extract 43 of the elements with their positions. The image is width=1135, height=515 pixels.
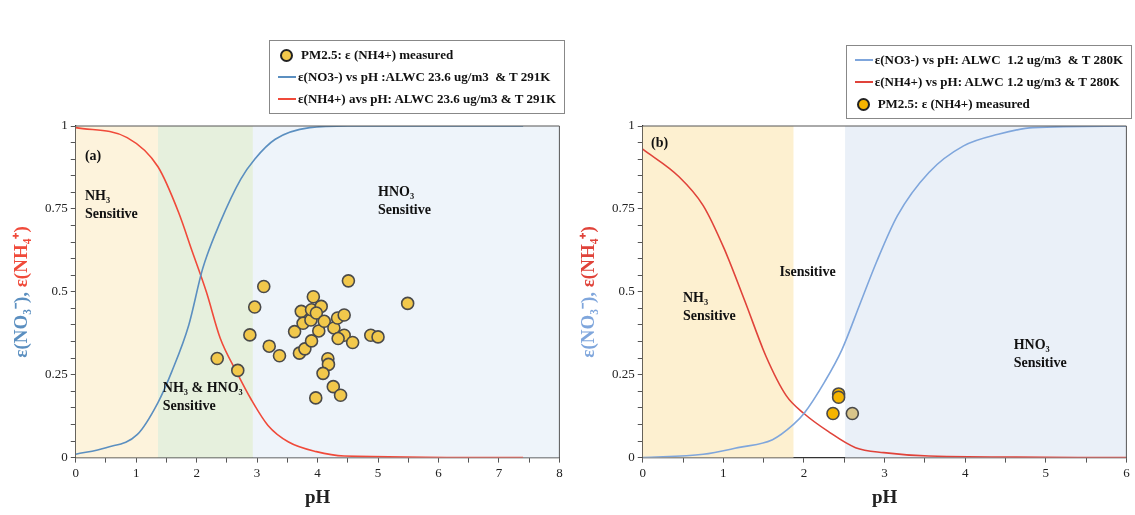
- x-tick-label: 3: [881, 464, 888, 480]
- annotation: HNO₃ Sensitive: [1013, 336, 1067, 370]
- legend-label: PM2.5: ε (NH4+) measured: [301, 47, 454, 63]
- legend-label: ε(NH4+) avs pH: ALWC 23.6 ug/m3 & T 291K: [298, 91, 556, 107]
- annotation: NH₃ Sensitive: [84, 187, 138, 221]
- x-tick-label: 3: [253, 464, 261, 480]
- x-tick-label: 5: [374, 464, 382, 480]
- x-tick-label: 4: [314, 464, 322, 480]
- x-tick-label: 6: [1123, 464, 1131, 480]
- x-tick-label: 7: [495, 464, 503, 480]
- y-tick-label: 1: [628, 117, 635, 133]
- x-tick-label: 8: [556, 464, 563, 480]
- y-tick-label: 0.25: [45, 366, 68, 382]
- x-tick-label: 0: [639, 464, 646, 480]
- x-tick-label: 5: [1042, 464, 1050, 480]
- y-tick-label: 1: [61, 117, 68, 133]
- y-tick-label: 0.5: [618, 283, 635, 299]
- annotation: (a): [84, 147, 102, 164]
- legend-label: PM2.5: ε (NH4+) measured: [877, 96, 1030, 112]
- legend-label: ε(NO3-) vs pH :ALWC 23.6 ug/m3 & T 291K: [298, 69, 551, 85]
- x-axis-title: pH: [304, 485, 331, 507]
- x-tick-label: 2: [193, 464, 200, 480]
- annotation: Isensitive: [779, 263, 836, 279]
- annotation: HNO₃ Sensitive: [378, 184, 431, 218]
- y-axis-title: ε(NO₃⁻), ε(NH₄⁺): [10, 226, 31, 358]
- x-axis-title: pH: [871, 485, 898, 507]
- x-tick-label: 0: [72, 464, 79, 480]
- annotation: (b): [650, 134, 669, 151]
- x-tick-label: 1: [720, 464, 727, 480]
- y-axis-title: ε(NO₃⁻), ε(NH₄⁺): [577, 226, 598, 358]
- y-tick-label: 0.5: [51, 283, 68, 299]
- x-tick-label: 6: [435, 464, 443, 480]
- x-tick-label: 1: [132, 464, 140, 480]
- y-tick-label: 0.75: [45, 200, 68, 216]
- y-tick-label: 0.75: [612, 200, 635, 216]
- y-tick-label: 0: [628, 449, 635, 465]
- y-tick-label: 0: [61, 449, 68, 465]
- annotation: NH₃ Sensitive: [682, 290, 736, 324]
- legend-label: ε(NH4+) vs pH: ALWC 1.2 ug/m3 & T 280K: [874, 74, 1120, 90]
- legend-label: ε(NO3-) vs pH: ALWC 1.2 ug/m3 & T 280K: [874, 52, 1123, 68]
- x-tick-label: 2: [800, 464, 808, 480]
- x-tick-label: 4: [961, 464, 969, 480]
- y-tick-label: 0.25: [612, 366, 635, 382]
